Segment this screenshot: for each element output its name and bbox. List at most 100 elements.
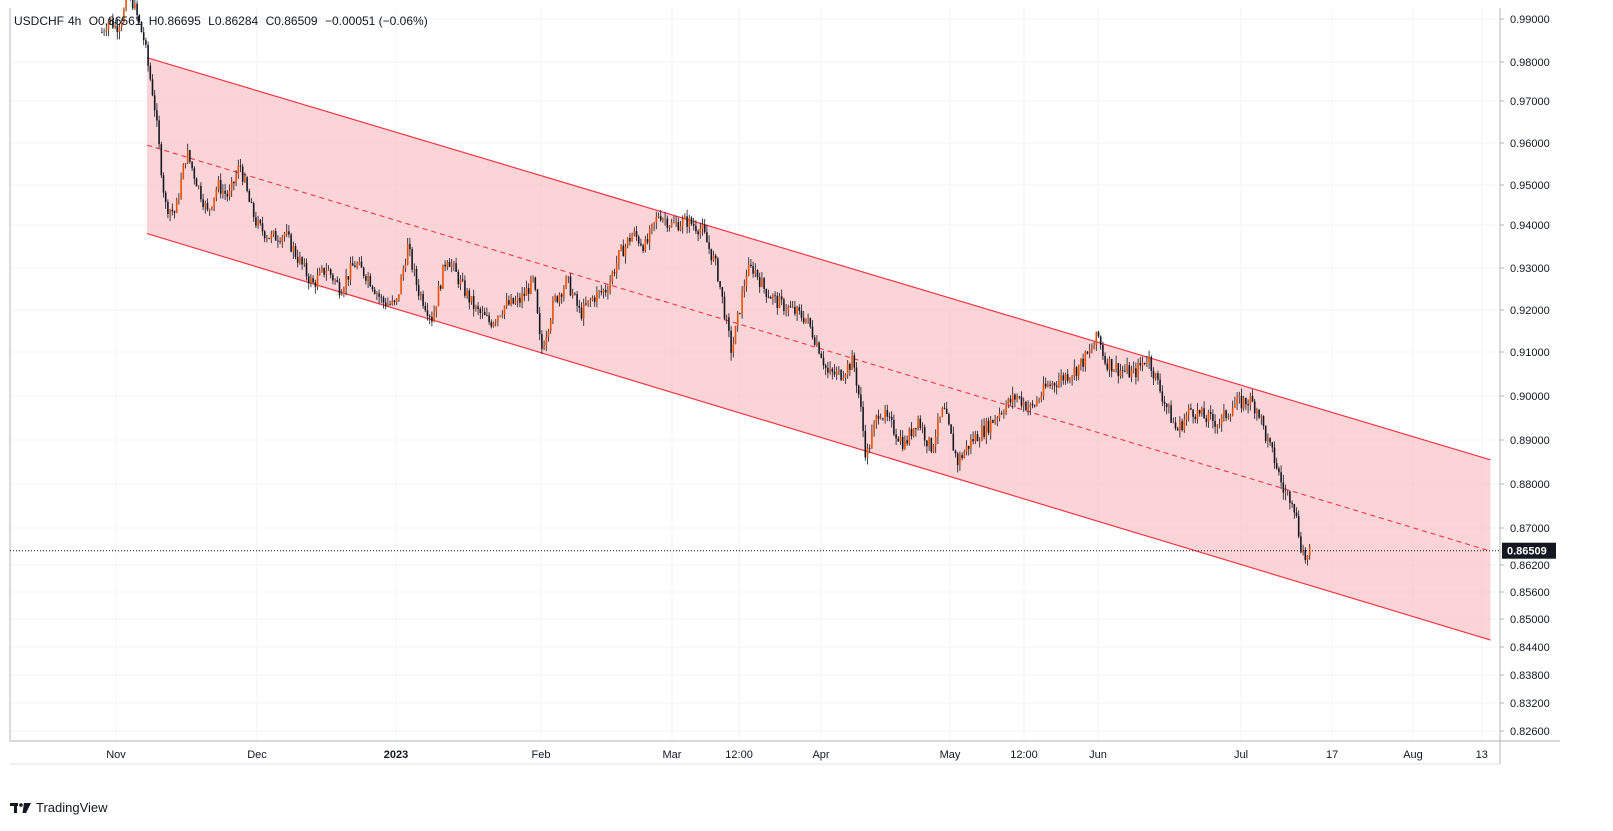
candle-body — [952, 433, 955, 451]
candle-body — [1110, 359, 1113, 372]
candle-body — [860, 394, 862, 407]
candle-body — [252, 202, 255, 218]
y-tick-label: 0.88000 — [1510, 479, 1550, 491]
candle-body — [684, 216, 686, 219]
candle-body — [1247, 404, 1249, 406]
candle-body — [794, 306, 796, 314]
candle-body — [433, 311, 435, 322]
candle-body — [105, 30, 108, 32]
candle-body — [268, 237, 270, 239]
candle-body — [1095, 331, 1098, 345]
candle-body — [175, 199, 178, 213]
candle-body — [1168, 405, 1170, 408]
last-price-label: 0.86509 — [1507, 546, 1547, 558]
candle-body — [1051, 383, 1054, 386]
candle-body — [340, 293, 343, 295]
candle-body — [928, 437, 930, 447]
candle-body — [624, 245, 627, 257]
candle-body — [1242, 398, 1245, 409]
candle-body — [257, 220, 259, 226]
candle-body — [554, 296, 556, 301]
candle-body — [274, 231, 277, 241]
candle-body — [919, 418, 922, 428]
candle-body — [1207, 412, 1210, 422]
candle-body — [336, 279, 339, 282]
candle-body — [219, 180, 222, 194]
candle-body — [563, 287, 565, 297]
x-tick-label: Apr — [812, 749, 829, 761]
candle-body — [1128, 365, 1131, 378]
candle-body — [1251, 396, 1254, 402]
candle-body — [318, 270, 321, 276]
candle-body — [217, 180, 220, 190]
candle-body — [648, 228, 651, 243]
x-tick-label: 2023 — [384, 749, 408, 761]
candle-body — [829, 368, 831, 373]
candle-body — [767, 296, 770, 298]
candle-body — [382, 297, 385, 303]
candle-body — [659, 216, 662, 221]
candle-body — [299, 257, 301, 263]
legend-interval[interactable]: 4h — [68, 14, 82, 28]
candle-body — [1297, 515, 1300, 537]
candle-body — [690, 217, 693, 225]
candle-body — [464, 280, 466, 296]
candle-body — [816, 342, 818, 345]
candle-body — [314, 282, 317, 287]
candle-body — [1196, 409, 1199, 420]
candle-body — [107, 21, 110, 31]
candle-body — [1104, 355, 1106, 364]
tradingview-logo-icon — [10, 802, 32, 814]
candle-body — [365, 276, 367, 281]
candle-body — [877, 415, 880, 419]
candle-body — [424, 305, 427, 311]
candle-body — [136, 3, 138, 16]
candle-body — [312, 278, 314, 283]
candle-body — [290, 234, 292, 252]
candle-body — [769, 297, 772, 299]
channel-upper-line — [146, 57, 1491, 461]
candle-body — [182, 164, 185, 180]
candle-body — [1075, 367, 1078, 377]
brand-footer[interactable]: TradingView — [10, 800, 108, 815]
candle-body — [602, 289, 605, 293]
candle-body — [743, 286, 746, 292]
candle-body — [1119, 370, 1122, 376]
candle-body — [1304, 549, 1307, 560]
candle-body — [978, 440, 981, 442]
candle-body — [908, 428, 911, 444]
candle-body — [626, 237, 629, 246]
y-tick-label: 0.91000 — [1510, 347, 1550, 359]
candle-body — [384, 302, 387, 307]
candle-body — [1000, 413, 1003, 415]
candle-body — [1077, 364, 1080, 377]
candle-body — [1176, 428, 1179, 431]
candle-body — [805, 318, 807, 323]
legend-symbol[interactable]: USDCHF — [14, 14, 64, 28]
candle-body — [211, 206, 213, 210]
candle-body — [259, 220, 262, 224]
candle-body — [138, 15, 141, 22]
candle-body — [695, 225, 697, 232]
candle-body — [862, 406, 864, 431]
candle-body — [453, 263, 455, 265]
candle-body — [822, 357, 825, 366]
candle-body — [534, 277, 537, 290]
x-tick-label: Feb — [532, 749, 551, 761]
candle-body — [519, 297, 521, 303]
candle-body — [686, 216, 688, 227]
candle-body — [1218, 424, 1221, 426]
legend-low: L0.86284 — [208, 14, 259, 28]
candle-body — [327, 269, 330, 271]
candle-body — [697, 231, 699, 235]
candle-body — [615, 263, 618, 274]
candle-body — [241, 166, 244, 182]
candle-body — [255, 217, 257, 226]
candle-body — [1181, 421, 1183, 431]
candle-body — [1229, 415, 1232, 417]
candle-body — [721, 287, 724, 297]
candle-body — [1220, 415, 1223, 425]
candle-body — [846, 363, 849, 375]
